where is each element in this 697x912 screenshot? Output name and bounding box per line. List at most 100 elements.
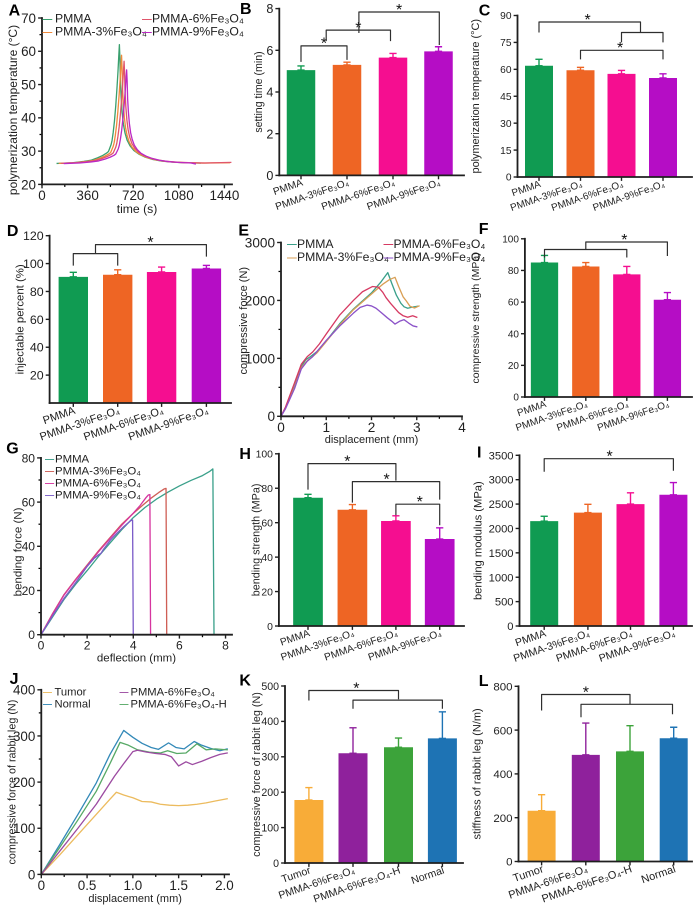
svg-text:—: — (45, 466, 55, 476)
svg-text:—: — (45, 490, 55, 500)
svg-text:PMMA-9%Fe₃O₄: PMMA-9%Fe₃O₄ (152, 25, 244, 39)
svg-text:compressive force (N): compressive force (N) (238, 267, 250, 375)
svg-text:bending force (N): bending force (N) (13, 507, 25, 596)
svg-text:6: 6 (266, 44, 273, 58)
svg-text:720: 720 (122, 188, 144, 203)
svg-text:2.0: 2.0 (215, 878, 234, 893)
svg-text:2: 2 (84, 638, 91, 652)
svg-text:PMMA-6%Fe₃O₄: PMMA-6%Fe₃O₄ (394, 237, 486, 251)
svg-text:3000: 3000 (245, 235, 276, 250)
svg-text:50: 50 (21, 77, 36, 92)
svg-text:2000: 2000 (489, 524, 514, 536)
svg-text:40: 40 (261, 553, 273, 564)
svg-text:*: * (353, 680, 359, 697)
svg-text:injectable percent (%): injectable percent (%) (14, 264, 26, 374)
svg-text:20: 20 (22, 584, 36, 598)
svg-text:60: 60 (500, 65, 512, 76)
svg-text:100: 100 (502, 234, 519, 245)
svg-text:40: 40 (508, 329, 520, 340)
svg-text:75: 75 (500, 38, 512, 49)
svg-text:1000: 1000 (245, 351, 276, 366)
svg-text:*: * (147, 234, 153, 251)
svg-text:*: * (583, 684, 589, 701)
svg-text:40: 40 (22, 540, 36, 554)
svg-text:0: 0 (277, 420, 285, 435)
svg-text:—: — (43, 14, 53, 25)
svg-text:80: 80 (261, 484, 273, 495)
svg-text:time (s): time (s) (117, 202, 158, 216)
svg-text:2500: 2500 (489, 499, 514, 511)
svg-text:—: — (287, 253, 297, 264)
svg-text:PMMA-6%Fe₃O₄: PMMA-6%Fe₃O₄ (131, 686, 216, 698)
svg-text:0: 0 (266, 169, 273, 183)
svg-text:3000: 3000 (489, 475, 514, 487)
svg-text:0.5: 0.5 (78, 878, 97, 893)
svg-text:100: 100 (261, 822, 279, 834)
svg-text:—: — (43, 699, 52, 709)
svg-text:—: — (45, 478, 55, 488)
svg-text:bending strength (MPa): bending strength (MPa) (251, 484, 263, 597)
svg-text:3500: 3500 (489, 450, 514, 462)
svg-text:compressive strength (MPa): compressive strength (MPa) (471, 252, 482, 383)
svg-text:PMMA-6%Fe₃O₄-H: PMMA-6%Fe₃O₄-H (131, 699, 227, 711)
svg-text:100: 100 (23, 257, 44, 271)
svg-text:400: 400 (261, 716, 279, 728)
svg-text:4: 4 (458, 420, 466, 435)
svg-text:4: 4 (130, 638, 137, 652)
svg-text:*: * (383, 471, 389, 488)
svg-text:400: 400 (13, 683, 35, 698)
svg-text:PMMA-6%Fe₃O₄: PMMA-6%Fe₃O₄ (55, 477, 141, 489)
svg-text:compressive force of rabbit le: compressive force of rabbit leg (N) (251, 692, 263, 857)
svg-text:60: 60 (261, 518, 273, 529)
svg-text:2: 2 (266, 127, 273, 141)
svg-text:30: 30 (500, 119, 512, 130)
svg-text:20: 20 (21, 177, 36, 192)
svg-text:200: 200 (13, 775, 35, 790)
svg-text:60: 60 (22, 495, 36, 509)
svg-text:0: 0 (38, 878, 45, 893)
svg-text:displacement (mm): displacement (mm) (88, 893, 182, 905)
svg-text:90: 90 (500, 11, 512, 22)
svg-text:80: 80 (30, 285, 44, 299)
svg-text:20: 20 (508, 361, 520, 372)
svg-text:60: 60 (21, 44, 36, 59)
svg-text:80: 80 (508, 266, 520, 277)
svg-text:1500: 1500 (489, 548, 514, 560)
svg-text:1000: 1000 (489, 572, 514, 584)
svg-text:—: — (120, 687, 129, 697)
svg-text:0: 0 (506, 857, 512, 869)
svg-text:—: — (142, 14, 152, 25)
svg-text:70: 70 (21, 11, 36, 26)
svg-text:G: G (6, 440, 18, 457)
svg-text:0: 0 (267, 622, 273, 633)
svg-text:PMMA: PMMA (55, 12, 92, 26)
svg-text:1.0: 1.0 (124, 878, 143, 893)
svg-text:500: 500 (261, 681, 279, 693)
svg-text:setting time (min): setting time (min) (253, 51, 265, 132)
svg-text:0: 0 (28, 867, 35, 882)
svg-text:0: 0 (506, 173, 512, 184)
svg-text:*: * (321, 36, 327, 53)
svg-text:polymerization temperature (°C: polymerization temperature (°C) (470, 19, 482, 173)
svg-text:4: 4 (266, 86, 273, 100)
svg-text:1.5: 1.5 (169, 878, 188, 893)
svg-text:3: 3 (413, 420, 421, 435)
svg-text:*: * (617, 40, 623, 57)
svg-text:H: H (239, 446, 251, 463)
svg-text:—: — (142, 27, 152, 38)
svg-text:F: F (479, 221, 489, 238)
svg-text:B: B (240, 1, 252, 18)
svg-text:200: 200 (261, 787, 279, 799)
svg-text:120: 120 (23, 229, 44, 243)
svg-text:—: — (287, 239, 297, 250)
svg-text:8: 8 (222, 638, 229, 652)
svg-text:stiffness of rabbit leg (N/m): stiffness of rabbit leg (N/m) (472, 708, 484, 839)
svg-text:1: 1 (322, 420, 330, 435)
svg-text:—: — (120, 699, 129, 709)
svg-text:—: — (43, 687, 52, 697)
svg-text:I: I (477, 444, 481, 461)
svg-text:0: 0 (38, 638, 45, 652)
svg-text:0: 0 (513, 393, 519, 404)
svg-text:80: 80 (22, 451, 36, 465)
svg-text:K: K (239, 673, 251, 690)
